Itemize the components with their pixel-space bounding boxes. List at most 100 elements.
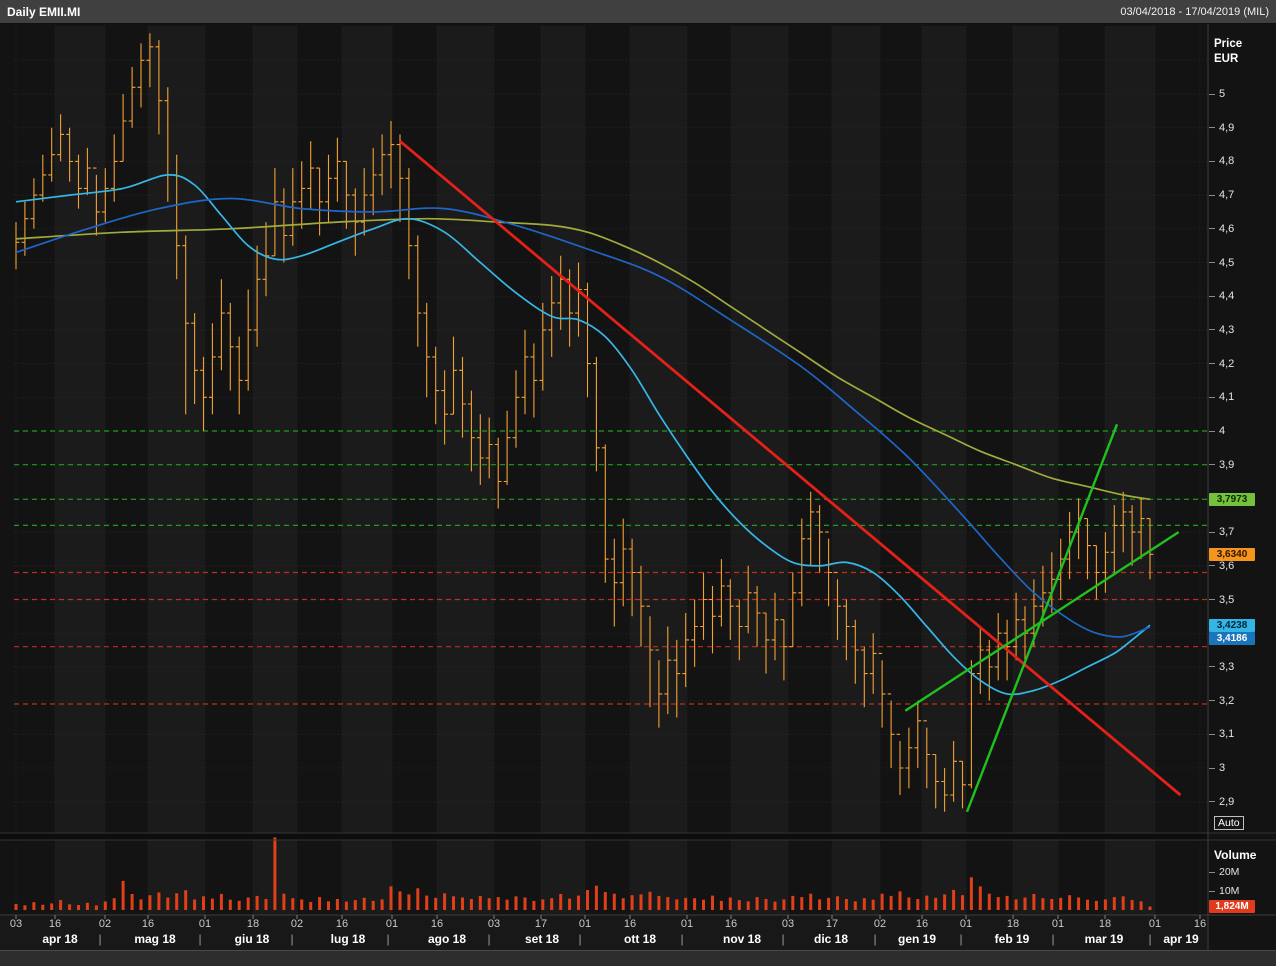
time-axis-day-label: 17 [825,918,839,930]
month-bands [55,26,1155,915]
price-axis-tick [1209,194,1215,196]
time-axis-day-label: 02 [290,918,304,930]
price-axis-tick-label: 2,9 [1219,795,1235,808]
price-axis-tick-label: 3,1 [1219,728,1235,741]
time-axis-day-label: 03 [9,918,23,930]
time-axis-month-label: nov 18 [722,932,762,946]
time-axis-day-label: 17 [534,918,548,930]
ohlc-bars[interactable] [15,33,1154,812]
price-axis-tick-label: 5 [1219,88,1226,100]
month-separator: | [781,932,785,946]
time-axis-panel[interactable] [0,915,1208,950]
time-axis-day-label: 16 [1193,918,1207,930]
month-separator: | [1148,932,1152,946]
month-separator: | [680,932,684,946]
pane-separator [0,833,1208,840]
ma-slow-value-badge: 3,7973 [1209,492,1255,506]
time-axis-day-label: 18 [1098,918,1112,930]
time-axis-month-label: mag 18 [134,932,176,946]
price-axis-tick-label: 3,3 [1219,660,1235,673]
time-axis-day-label: 01 [198,918,212,930]
month-separator: | [386,932,390,946]
time-axis-day-label: 01 [1051,918,1065,930]
month-separator: | [873,932,877,946]
volume-axis-tick-label: 10M [1219,885,1240,897]
time-axis-month-label: gen 19 [897,932,937,946]
time-axis-month-label: mar 19 [1084,932,1124,946]
title-bar: Daily EMII.MI 03/04/2018 - 17/04/2019 (M… [0,0,1276,24]
last-price-badge: 3,6340 [1209,547,1255,561]
price-axis-tick [1209,464,1215,466]
time-axis-day-label: 16 [141,918,155,930]
time-axis-day-label: 01 [680,918,694,930]
month-separator: | [1051,932,1055,946]
time-axis-day-label: 16 [915,918,929,930]
price-axis-title: Price [1214,38,1243,50]
time-axis-day-label: 16 [48,918,62,930]
price-axis-tick [1209,599,1215,600]
price-axis-tick [1209,565,1215,567]
grid-lines [14,26,1208,915]
price-axis-currency: EUR [1214,53,1239,65]
price-axis-tick-label: 4,4 [1219,290,1235,303]
uptrend-green-steep-line[interactable] [965,423,1119,813]
date-range-label: 03/04/2018 - 17/04/2019 (MIL) [1120,5,1269,18]
downtrend-red-line[interactable] [399,140,1182,797]
price-axis-tick [1209,228,1215,230]
horizontal-levels [14,430,1208,705]
month-separator: | [198,932,202,946]
time-axis-month-label: set 18 [524,932,560,946]
price-axis-tick-label: 3 [1219,762,1226,774]
uptrend-green-shallow-line[interactable] [904,531,1180,712]
price-axis-tick [1209,262,1215,263]
time-axis-day-label: 18 [1006,918,1020,930]
price-axis-tick [1209,531,1215,533]
ma-long-value-badge: 3,4186 [1209,631,1255,645]
chart-title: Daily EMII.MI [7,4,81,19]
volume-bars[interactable] [14,837,1152,911]
time-axis-day-label: 18 [246,918,260,930]
time-axis-month-label: ago 18 [427,932,467,946]
price-axis-tick [1209,329,1215,331]
price-axis-tick [1209,295,1215,297]
price-axis-tick-label: 4,6 [1219,222,1235,235]
month-separator: | [487,932,491,946]
time-axis-day-label: 16 [724,918,738,930]
price-axis-tick-label: 4,7 [1219,189,1235,202]
price-axis-tick [1209,430,1215,432]
time-axis-month-label: feb 19 [994,932,1030,946]
time-axis-day-label: 01 [959,918,973,930]
price-axis-tick [1209,767,1215,769]
time-axis-day-label: 03 [781,918,795,930]
price-axis-tick-label: 3,7 [1219,526,1235,539]
price-axis-tick [1209,93,1215,95]
time-axis-day-label: 01 [1148,918,1162,930]
price-axis-tick [1209,160,1215,162]
month-separator: | [98,932,102,946]
time-axis-month-label: dic 18 [813,932,849,946]
ma-slow-200[interactable] [15,217,1151,501]
time-axis-day-label: 01 [578,918,592,930]
time-axis-day-label: 16 [623,918,637,930]
auto-scale-button[interactable]: Auto [1214,816,1244,830]
price-axis-tick-label: 4,1 [1219,391,1235,404]
price-axis-tick-label: 4,5 [1219,256,1235,269]
time-axis-month-label: lug 18 [330,932,366,946]
time-axis-day-label: 02 [98,918,112,930]
price-axis-tick-label: 4,8 [1219,155,1235,168]
volume-axis-title: Volume [1214,848,1257,862]
price-axis-tick-label: 4,2 [1219,357,1235,370]
price-axis-tick-label: 3,5 [1219,593,1235,606]
time-axis-day-label: 03 [487,918,501,930]
volume-axis-tick-label: 20M [1219,866,1240,878]
price-axis-tick [1209,700,1215,702]
price-axis-tick-label: 4 [1219,425,1226,437]
volume-axis-tick [1209,871,1215,873]
price-axis-tick-label: 3,6 [1219,559,1235,572]
price-axis-tick [1209,396,1215,398]
ma-medium-50[interactable] [15,174,1151,696]
price-axis-tick-label: 4,9 [1219,121,1235,134]
time-axis-day-label: 16 [335,918,349,930]
